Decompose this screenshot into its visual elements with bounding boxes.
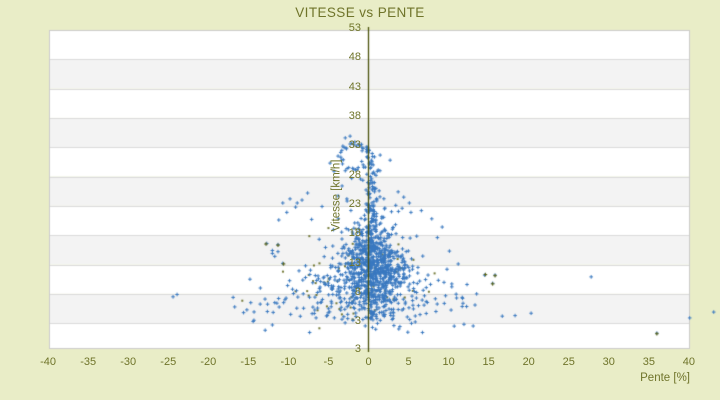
y-tick-label: 38 bbox=[348, 109, 361, 122]
x-tick-label: 25 bbox=[562, 356, 575, 368]
x-tick-label: 20 bbox=[522, 356, 535, 368]
chart-title: VITESSE vs PENTE bbox=[295, 5, 425, 20]
y-tick-label: 23 bbox=[348, 197, 361, 210]
y-tick-label: 28 bbox=[348, 168, 361, 181]
y-tick-label: 33 bbox=[348, 139, 361, 152]
y-tick-label: 53 bbox=[348, 22, 361, 34]
x-tick-label: 5 bbox=[405, 356, 412, 368]
x-tick-label: 10 bbox=[442, 356, 455, 368]
x-tick-label: -5 bbox=[323, 356, 334, 368]
x-tick-label: -10 bbox=[280, 356, 297, 368]
x-tick-label: 30 bbox=[602, 356, 615, 368]
y-tick-label: 3 bbox=[354, 315, 361, 328]
y-axis-title: Vitesse [km/h] bbox=[330, 159, 343, 232]
y-tick-label: 18 bbox=[348, 227, 361, 240]
x-tick-label: 40 bbox=[682, 356, 696, 368]
y-axis-end-label: 3 bbox=[354, 343, 361, 355]
x-tick-label: -35 bbox=[80, 356, 97, 368]
y-tick-label: 43 bbox=[348, 80, 361, 93]
x-tick-label: -30 bbox=[120, 356, 137, 368]
x-axis-title: Pente [%] bbox=[640, 372, 690, 384]
x-tick-label: 0 bbox=[365, 356, 372, 368]
x-tick-label: 35 bbox=[642, 356, 655, 368]
y-tick-label: 8 bbox=[354, 285, 361, 298]
y-tick-label: 48 bbox=[348, 51, 361, 64]
x-tick-label: 15 bbox=[482, 356, 495, 368]
x-tick-label: -25 bbox=[160, 356, 177, 368]
x-tick-label: -15 bbox=[240, 356, 257, 368]
y-tick-label: 13 bbox=[348, 256, 361, 269]
x-tick-label: -40 bbox=[40, 356, 57, 368]
x-tick-label: -20 bbox=[200, 356, 217, 368]
